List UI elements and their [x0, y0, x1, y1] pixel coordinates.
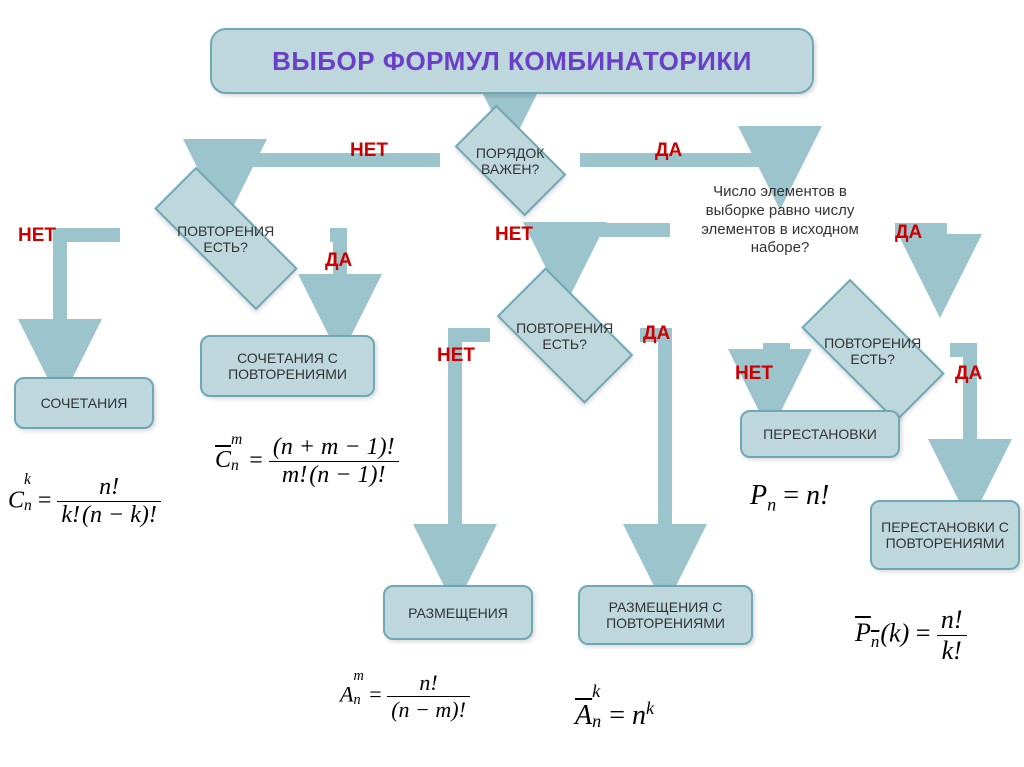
box-permutations: ПЕРЕСТАНОВКИ — [740, 410, 900, 458]
box-arrangements: РАЗМЕЩЕНИЯ — [383, 585, 533, 640]
formula-permutations: Pn = n! — [750, 480, 829, 516]
edge-label-repm-no: НЕТ — [437, 345, 475, 367]
edge-label-equal-yes: ДА — [895, 222, 922, 244]
formula-permutations-rep: Pn(k) = n!k! — [855, 605, 967, 666]
formula-combinations-rep: Cmn = (n + m − 1)!m! (n − 1)! — [215, 430, 399, 489]
decision-order-label: ПОРЯДОК ВАЖЕН? — [463, 144, 558, 176]
formula-combinations: Ckn = n!k! (n − k)! — [8, 470, 161, 529]
box-arrangements-rep: РАЗМЕЩЕНИЯ С ПОВТОРЕНИЯМИ — [578, 585, 753, 645]
box-permutations-rep: ПЕРЕСТАНОВКИ С ПОВТОРЕНИЯМИ — [870, 500, 1020, 570]
decision-repeat-mid: ПОВТОРЕНИЯ ЕСТЬ? — [475, 280, 655, 390]
edge-label-repr-no: НЕТ — [735, 363, 773, 385]
edge-label-repl-yes: ДА — [325, 250, 352, 272]
box-combinations: СОЧЕТАНИЯ — [14, 377, 154, 429]
formula-arrangements: Amn = n!(n − m)! — [340, 668, 470, 723]
edge-label-order-no: НЕТ — [350, 140, 388, 162]
title-box: ВЫБОР ФОРМУЛ КОМБИНАТОРИКИ — [210, 28, 814, 94]
edge-label-order-yes: ДА — [655, 140, 682, 162]
formula-arrangements-rep: Akn = nk — [575, 680, 654, 742]
edge-label-repr-yes: ДА — [955, 363, 982, 385]
edge-label-repm-yes: ДА — [643, 323, 670, 345]
decision-order: ПОРЯДОК ВАЖЕН? — [440, 118, 580, 202]
flowchart-canvas: ВЫБОР ФОРМУЛ КОМБИНАТОРИКИ ПОРЯДОК ВАЖЕН… — [0, 0, 1024, 767]
edge-label-equal-no: НЕТ — [495, 224, 533, 246]
edge-label-repl-no: НЕТ — [18, 225, 56, 247]
title-text: ВЫБОР ФОРМУЛ КОМБИНАТОРИКИ — [272, 46, 752, 77]
box-combinations-rep: СОЧЕТАНИЯ С ПОВТОРЕНИЯМИ — [200, 335, 375, 397]
decision-equal-text: Число элементов в выборке равно числу эл… — [685, 183, 875, 258]
decision-repeat-left-label: ПОВТОРЕНИЯ ЕСТЬ? — [156, 222, 296, 254]
decision-repeat-mid-label: ПОВТОРЕНИЯ ЕСТЬ? — [505, 319, 625, 351]
decision-repeat-left: ПОВТОРЕНИЯ ЕСТЬ? — [118, 193, 333, 283]
decision-repeat-right-label: ПОВТОРЕНИЯ ЕСТЬ? — [808, 334, 938, 366]
decision-repeat-right: ПОВТОРЕНИЯ ЕСТЬ? — [775, 295, 970, 405]
